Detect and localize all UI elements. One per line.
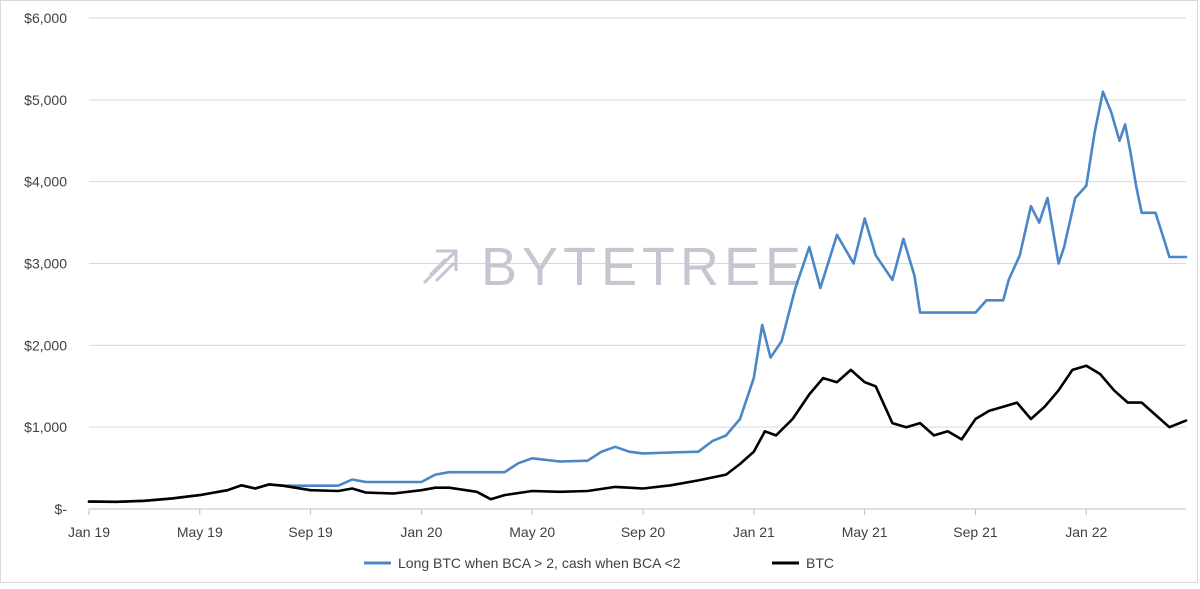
gridlines	[89, 17, 1186, 510]
arrow-icon	[422, 249, 458, 285]
watermark: BYTETREE	[422, 237, 806, 297]
x-tick-label: Jan 19	[68, 524, 110, 540]
y-tick-label: $6,000	[24, 10, 67, 26]
x-tick-label: Jan 20	[400, 524, 442, 540]
x-tick-label: May 20	[509, 524, 555, 540]
x-tick-label: Jan 21	[733, 524, 775, 540]
y-tick-label: $3,000	[24, 256, 67, 272]
legend: Long BTC when BCA > 2, cash when BCA <2 …	[364, 555, 834, 571]
series-line-btc	[87, 364, 1188, 504]
legend-strategy-label: Long BTC when BCA > 2, cash when BCA <2	[398, 555, 681, 571]
x-tick-label: Sep 20	[621, 524, 666, 540]
y-tick-label: $5,000	[24, 92, 67, 108]
x-tick-label: Jan 22	[1065, 524, 1107, 540]
x-tick-label: Sep 19	[288, 524, 333, 540]
x-tick-label: May 21	[842, 524, 888, 540]
x-axis-ticks: Jan 19 May 19 Sep 19 Jan 20 May 20 Sep 20 Jan …	[68, 509, 1107, 540]
legend-btc-label: BTC	[806, 555, 834, 571]
watermark-text: BYTETREE	[481, 237, 806, 297]
x-tick-label: Sep 21	[953, 524, 998, 540]
y-tick-label: $4,000	[24, 174, 67, 190]
x-tick-label: May 19	[177, 524, 223, 540]
series-group	[87, 90, 1188, 504]
series-line-strategy	[87, 90, 1188, 504]
y-tick-label: $1,000	[24, 419, 67, 435]
y-tick-label: $-	[55, 501, 68, 517]
y-axis-ticks: $- $1,000 $2,000 $3,000 $4,000 $5,000 $6,000	[24, 10, 67, 517]
y-tick-label: $2,000	[24, 337, 67, 353]
